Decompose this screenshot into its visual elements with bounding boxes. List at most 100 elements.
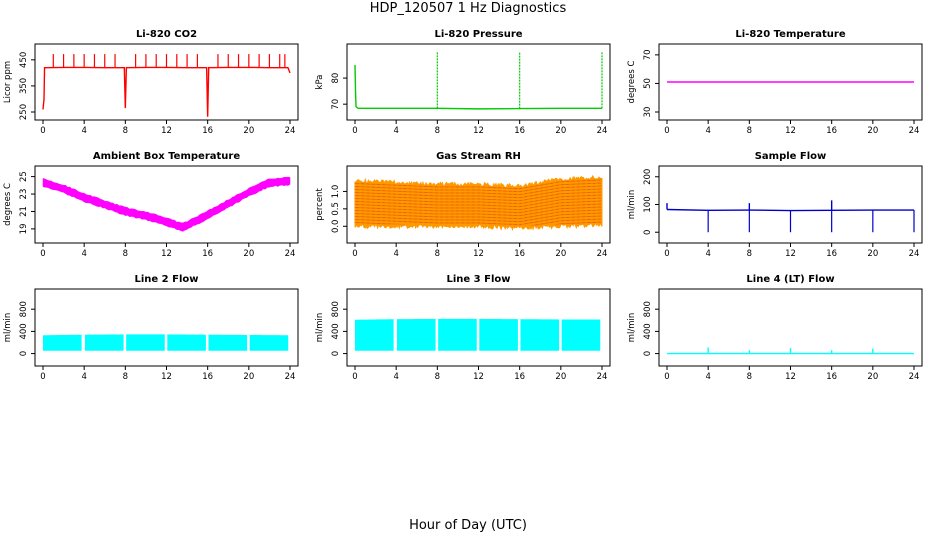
line4-lt-flow-x-tick-label: 12 — [785, 372, 796, 382]
line3-flow-series-segment — [438, 319, 477, 351]
gas-stream-rh-title: Gas Stream RH — [436, 151, 521, 162]
line2-flow-series-segment — [167, 334, 206, 350]
line2-flow-x-tick-label: 16 — [202, 372, 213, 382]
li820-co2-panel: Li-820 CO2 Licor ppm 0 4 8 12 16 20 24 250 350 450 — [3, 29, 298, 136]
li820-temperature-y-tick-label: 70 — [643, 49, 653, 60]
line2-flow-x-tick-label: 24 — [285, 372, 296, 382]
gas-stream-rh-x-tick-label: 12 — [473, 249, 484, 259]
li820-temperature-x-tick-label: 4 — [705, 126, 710, 136]
gas-stream-rh-panel: Gas Stream RH percent 0 4 8 12 16 20 24 0.0 0.5 1.0 — [315, 151, 610, 259]
line3-flow-x-tick-label: 12 — [473, 372, 484, 382]
li820-temperature-y-tick-label: 50 — [643, 78, 653, 89]
li820-temperature-x-tick-label: 20 — [867, 126, 878, 136]
sample-flow-x-tick-label: 4 — [705, 249, 710, 259]
sample-flow-y-tick-label: 100 — [643, 196, 653, 212]
line3-flow-series-segment — [479, 319, 518, 351]
li820-co2-y-tick-label: 250 — [19, 104, 29, 120]
li820-co2-x-tick-label: 0 — [40, 126, 45, 136]
line3-flow-x-tick-label: 20 — [555, 372, 566, 382]
ambient-box-temperature-x-tick-label: 8 — [123, 249, 128, 259]
li820-pressure-x-tick-label: 16 — [514, 126, 525, 136]
line2-flow-y-tick-label: 800 — [19, 301, 29, 317]
line2-flow-x-tick-label: 12 — [161, 372, 172, 382]
ambient-box-temperature-y-tick-label: 23 — [19, 189, 29, 200]
line2-flow-series-segment — [126, 334, 165, 350]
li820-pressure-y-tick-label: 70 — [331, 99, 341, 110]
li820-co2-x-tick-label: 4 — [81, 126, 86, 136]
line4-lt-flow-y-tick-label: 400 — [643, 323, 653, 339]
ambient-box-temperature-y-tick-label: 19 — [19, 223, 29, 234]
li820-pressure-x-tick-label: 20 — [555, 126, 566, 136]
line2-flow-series-segment — [208, 335, 247, 351]
line2-flow-x-tick-label: 8 — [123, 372, 128, 382]
li820-pressure-y-label: kPa — [315, 75, 325, 90]
x-axis-common-label: Hour of Day (UTC) — [0, 518, 936, 533]
line3-flow-x-tick-label: 24 — [597, 372, 608, 382]
li820-temperature-x-tick-label: 24 — [909, 126, 920, 136]
li820-pressure-x-tick-label: 24 — [597, 126, 608, 136]
li820-co2-y-tick-label: 350 — [19, 78, 29, 94]
sample-flow-series-line — [667, 209, 914, 210]
li820-pressure-y-tick-label: 80 — [331, 73, 341, 84]
li820-co2-series-line — [43, 67, 290, 116]
line2-flow-x-tick-label: 0 — [40, 372, 45, 382]
line3-flow-y-tick-label: 0 — [331, 351, 341, 356]
ambient-box-temperature-y-tick-label: 25 — [19, 171, 29, 182]
line3-flow-series-segment — [397, 319, 436, 351]
sample-flow-panel: Sample Flow ml/min 0 4 8 12 16 20 24 0 100 200 — [627, 151, 922, 259]
line3-flow-series-segment — [562, 319, 601, 350]
li820-co2-x-tick-label: 20 — [243, 126, 254, 136]
line3-flow-x-tick-label: 0 — [352, 372, 357, 382]
li820-co2-x-tick-label: 12 — [161, 126, 172, 136]
li820-temperature-x-tick-label: 16 — [826, 126, 837, 136]
li820-co2-title: Li-820 CO2 — [136, 29, 197, 40]
li820-co2-y-tick-label: 450 — [19, 52, 29, 68]
line3-flow-title: Line 3 Flow — [447, 274, 511, 285]
line2-flow-y-label: ml/min — [3, 313, 13, 343]
ambient-box-temperature-x-tick-label: 0 — [40, 249, 45, 259]
line3-flow-x-tick-label: 8 — [435, 372, 440, 382]
line4-lt-flow-title: Line 4 (LT) Flow — [746, 274, 834, 285]
sample-flow-title: Sample Flow — [755, 151, 827, 162]
ambient-box-temperature-x-tick-label: 24 — [285, 249, 296, 259]
gas-stream-rh-x-tick-label: 24 — [597, 249, 608, 259]
li820-pressure-series-line — [355, 65, 602, 109]
li820-temperature-x-tick-label: 12 — [785, 126, 796, 136]
line2-flow-y-tick-label: 0 — [19, 351, 29, 356]
line2-flow-series-segment — [43, 335, 82, 351]
line3-flow-x-tick-label: 16 — [514, 372, 525, 382]
gas-stream-rh-x-tick-label: 20 — [555, 249, 566, 259]
li820-pressure-x-tick-label: 8 — [435, 126, 440, 136]
line4-lt-flow-x-tick-label: 24 — [909, 372, 920, 382]
line4-lt-flow-x-tick-label: 0 — [664, 372, 669, 382]
line2-flow-x-tick-label: 4 — [81, 372, 86, 382]
ambient-box-temperature-x-tick-label: 4 — [81, 249, 86, 259]
li820-temperature-panel: Li-820 Temperature degrees C 0 4 8 12 16 20 24 30… — [627, 29, 922, 136]
li820-pressure-x-tick-label: 12 — [473, 126, 484, 136]
ambient-box-temperature-x-tick-label: 16 — [202, 249, 213, 259]
gas-stream-rh-y-tick-label: 0.5 — [331, 202, 341, 216]
gas-stream-rh-x-tick-label: 16 — [514, 249, 525, 259]
line2-flow-series-segment — [85, 334, 124, 350]
sample-flow-x-tick-label: 20 — [867, 249, 878, 259]
sample-flow-x-tick-label: 8 — [747, 249, 752, 259]
ambient-box-temperature-y-label: degrees C — [3, 183, 13, 226]
li820-temperature-title: Li-820 Temperature — [735, 29, 845, 40]
ambient-box-temperature-series-band — [43, 177, 290, 231]
line2-flow-plot-frame — [35, 289, 298, 366]
line3-flow-series-segment — [520, 319, 559, 351]
ambient-box-temperature-y-tick-label: 21 — [19, 206, 29, 217]
line4-lt-flow-y-tick-label: 0 — [643, 351, 653, 356]
li820-pressure-panel: Li-820 Pressure kPa 0 4 8 12 16 20 24 70 80 — [315, 29, 610, 136]
line3-flow-y-label: ml/min — [315, 313, 325, 343]
line4-lt-flow-panel: Line 4 (LT) Flowml/min0 4 8 12 16 20 240400800 — [627, 274, 922, 382]
line4-lt-flow-y-tick-label: 800 — [643, 301, 653, 317]
gas-stream-rh-x-tick-label: 8 — [435, 249, 440, 259]
li820-pressure-x-tick-label: 4 — [393, 126, 398, 136]
li820-temperature-y-tick-label: 30 — [643, 107, 653, 118]
line4-lt-flow-x-tick-label: 16 — [826, 372, 837, 382]
sample-flow-x-tick-label: 12 — [785, 249, 796, 259]
line2-flow-title: Line 2 Flow — [135, 274, 199, 285]
sample-flow-x-tick-label: 0 — [664, 249, 669, 259]
